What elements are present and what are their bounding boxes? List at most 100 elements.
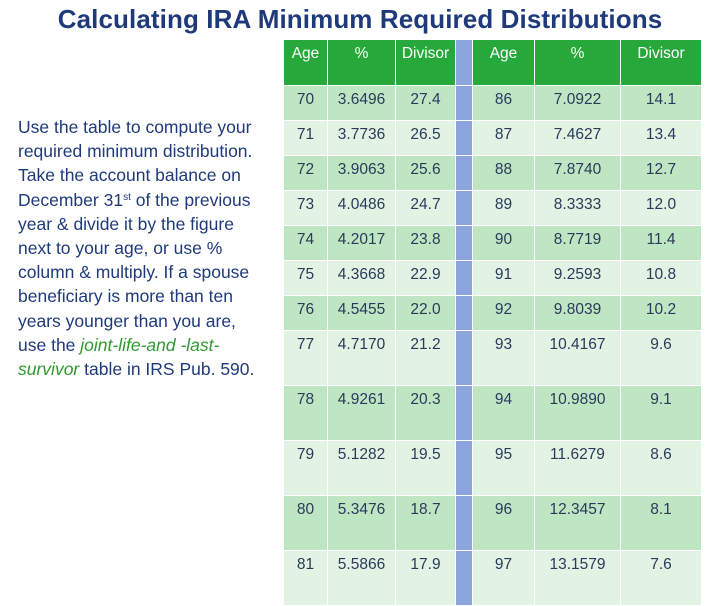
- cell-right-divisor: 13.4: [620, 120, 702, 156]
- cell-right-divisor: 10.2: [620, 295, 702, 331]
- cell-left-divisor: 23.8: [395, 225, 456, 261]
- cell-right-divisor: 9.1: [620, 385, 702, 441]
- table-row: 76 4.5455 22.0 92 9.8039 10.2: [283, 295, 702, 331]
- table-row: 79 5.1282 19.5 95 11.6279 8.6: [283, 440, 702, 496]
- cell-right-percent: 7.8740: [534, 155, 621, 191]
- column-separator: [455, 385, 473, 441]
- table-row: 73 4.0486 24.7 89 8.3333 12.0: [283, 190, 702, 226]
- column-separator: [455, 155, 473, 191]
- cell-left-age: 79: [283, 440, 328, 496]
- cell-right-age: 97: [472, 550, 535, 606]
- cell-right-divisor: 14.1: [620, 85, 702, 121]
- cell-left-divisor: 22.0: [395, 295, 456, 331]
- column-separator: [455, 260, 473, 296]
- table-row: 70 3.6496 27.4 86 7.0922 14.1: [283, 85, 702, 121]
- cell-right-percent: 8.3333: [534, 190, 621, 226]
- page-title: Calculating IRA Minimum Required Distrib…: [57, 4, 663, 34]
- cell-right-age: 88: [472, 155, 535, 191]
- cell-right-percent: 11.6279: [534, 440, 621, 496]
- cell-left-divisor: 19.5: [395, 440, 456, 496]
- column-separator: [455, 550, 473, 606]
- column-separator: [455, 295, 473, 331]
- cell-left-percent: 4.2017: [327, 225, 396, 261]
- cell-left-divisor: 17.9: [395, 550, 456, 606]
- cell-right-divisor: 8.1: [620, 495, 702, 551]
- cell-left-age: 81: [283, 550, 328, 606]
- table-row: 77 4.7170 21.2 93 10.4167 9.6: [283, 330, 702, 386]
- header-percent-right: %: [534, 39, 621, 86]
- cell-left-divisor: 24.7: [395, 190, 456, 226]
- cell-left-divisor: 27.4: [395, 85, 456, 121]
- cell-left-percent: 5.3476: [327, 495, 396, 551]
- cell-right-divisor: 10.8: [620, 260, 702, 296]
- header-age-left: Age: [283, 39, 328, 86]
- cell-right-divisor: 12.7: [620, 155, 702, 191]
- table-row: 72 3.9063 25.6 88 7.8740 12.7: [283, 155, 702, 191]
- cell-right-age: 92: [472, 295, 535, 331]
- header-percent-left: %: [327, 39, 396, 86]
- column-separator: [455, 225, 473, 261]
- cell-right-divisor: 8.6: [620, 440, 702, 496]
- cell-right-age: 90: [472, 225, 535, 261]
- cell-left-percent: 4.5455: [327, 295, 396, 331]
- column-separator: [455, 120, 473, 156]
- cell-left-age: 74: [283, 225, 328, 261]
- cell-left-age: 78: [283, 385, 328, 441]
- column-separator: [455, 190, 473, 226]
- instructions-part-2: of the previous year & divide it by the …: [18, 189, 251, 355]
- cell-right-divisor: 7.6: [620, 550, 702, 606]
- cell-left-percent: 4.0486: [327, 190, 396, 226]
- cell-left-age: 70: [283, 85, 328, 121]
- instructions-superscript: st: [123, 191, 131, 203]
- cell-right-percent: 9.2593: [534, 260, 621, 296]
- cell-left-age: 77: [283, 330, 328, 386]
- column-separator: [455, 495, 473, 551]
- cell-left-age: 72: [283, 155, 328, 191]
- column-separator: [455, 39, 473, 86]
- cell-left-percent: 5.5866: [327, 550, 396, 606]
- header-divisor-right: Divisor: [620, 39, 702, 86]
- column-separator: [455, 330, 473, 386]
- cell-right-age: 86: [472, 85, 535, 121]
- cell-right-divisor: 11.4: [620, 225, 702, 261]
- cell-right-age: 91: [472, 260, 535, 296]
- header-age-right: Age: [472, 39, 535, 86]
- cell-left-percent: 4.3668: [327, 260, 396, 296]
- cell-right-percent: 7.4627: [534, 120, 621, 156]
- cell-left-percent: 3.6496: [327, 85, 396, 121]
- table-row: 75 4.3668 22.9 91 9.2593 10.8: [283, 260, 702, 296]
- cell-right-percent: 7.0922: [534, 85, 621, 121]
- cell-left-divisor: 18.7: [395, 495, 456, 551]
- table-row: 78 4.9261 20.3 94 10.9890 9.1: [283, 385, 702, 441]
- cell-left-percent: 5.1282: [327, 440, 396, 496]
- instructions-text: Use the table to compute your required m…: [18, 115, 258, 381]
- cell-left-percent: 3.7736: [327, 120, 396, 156]
- cell-left-divisor: 21.2: [395, 330, 456, 386]
- table-row: 80 5.3476 18.7 96 12.3457 8.1: [283, 495, 702, 551]
- cell-left-percent: 4.9261: [327, 385, 396, 441]
- column-separator: [455, 440, 473, 496]
- cell-right-percent: 12.3457: [534, 495, 621, 551]
- joint-life-table-reference: joint-life-and -last-survivor: [18, 334, 220, 380]
- cell-left-age: 73: [283, 190, 328, 226]
- cell-right-age: 96: [472, 495, 535, 551]
- cell-left-divisor: 25.6: [395, 155, 456, 191]
- cell-right-percent: 9.8039: [534, 295, 621, 331]
- cell-right-percent: 10.9890: [534, 385, 621, 441]
- cell-left-age: 76: [283, 295, 328, 331]
- cell-left-age: 80: [283, 495, 328, 551]
- cell-right-age: 93: [472, 330, 535, 386]
- cell-right-age: 94: [472, 385, 535, 441]
- cell-left-age: 71: [283, 120, 328, 156]
- instructions-part-1: Use the table to compute your required m…: [18, 117, 253, 210]
- column-separator: [455, 85, 473, 121]
- cell-right-percent: 8.7719: [534, 225, 621, 261]
- cell-left-percent: 4.7170: [327, 330, 396, 386]
- cell-left-divisor: 26.5: [395, 120, 456, 156]
- cell-left-divisor: 22.9: [395, 260, 456, 296]
- table-row: 71 3.7736 26.5 87 7.4627 13.4: [283, 120, 702, 156]
- cell-right-age: 89: [472, 190, 535, 226]
- cell-right-percent: 10.4167: [534, 330, 621, 386]
- table-header-row: Age % Divisor Age % Divisor: [283, 39, 702, 86]
- cell-left-age: 75: [283, 260, 328, 296]
